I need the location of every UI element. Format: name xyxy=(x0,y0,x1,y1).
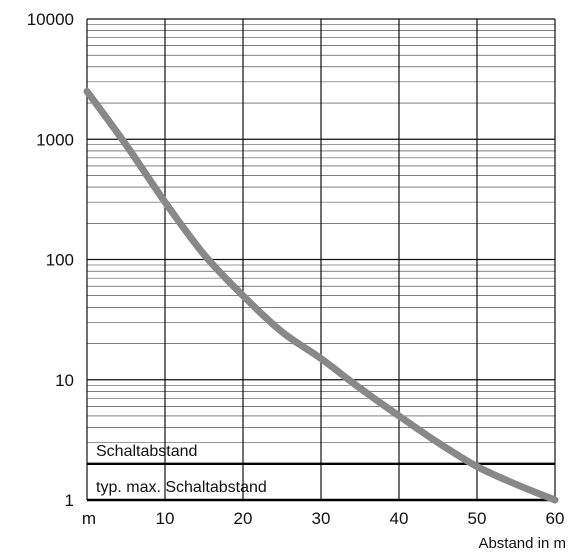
y-tick-label: 10000 xyxy=(27,10,74,29)
threshold-label: Schaltabstand xyxy=(96,443,197,460)
x-tick-label: 10 xyxy=(156,509,175,528)
threshold-label: typ. max. Schaltabstand xyxy=(96,479,267,496)
series-line xyxy=(83,87,559,504)
x-tick-label: 30 xyxy=(312,509,331,528)
x-tick-label: 20 xyxy=(234,509,253,528)
x-axis-title: Abstand in m xyxy=(478,535,566,552)
y-tick-label: 10 xyxy=(55,371,74,390)
x-tick-label: 50 xyxy=(468,509,487,528)
y-tick-label: 1 xyxy=(65,491,74,510)
y-tick-label: 1000 xyxy=(36,130,74,149)
y-tick-labels: 1 10 100 1000 10000 xyxy=(27,10,74,510)
x-axis-unit-label: m xyxy=(82,509,96,528)
x-tick-labels: 10 20 30 40 50 60 xyxy=(156,509,565,528)
x-tick-label: 40 xyxy=(390,509,409,528)
y-tick-label: 100 xyxy=(46,251,74,270)
x-tick-label: 60 xyxy=(546,509,565,528)
series-layer xyxy=(83,87,559,504)
